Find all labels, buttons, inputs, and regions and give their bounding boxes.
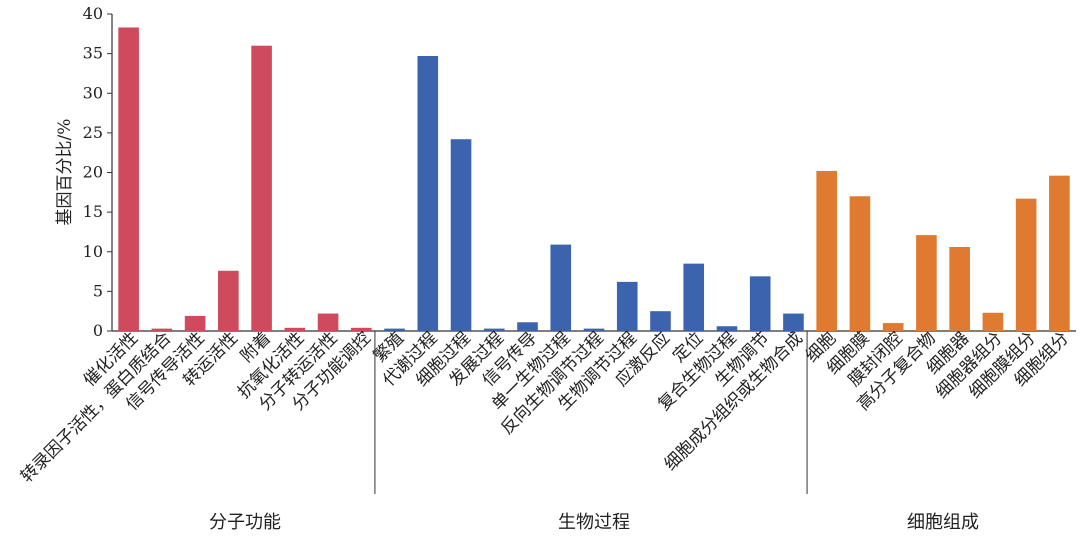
y-tick-label: 0 bbox=[93, 321, 103, 340]
bar bbox=[384, 328, 405, 331]
y-tick-label: 15 bbox=[83, 202, 103, 221]
y-axis-title: 基因百分比/% bbox=[55, 119, 75, 226]
category-labels: 催化活性转录因子活性，蛋白质结合信号传导活性转运活性附着抗氧化活性分子转运活性分… bbox=[17, 328, 1073, 533]
y-tick-label: 40 bbox=[83, 4, 103, 23]
bar bbox=[550, 244, 572, 331]
bar bbox=[816, 170, 837, 331]
bar bbox=[184, 315, 206, 331]
bar bbox=[517, 322, 538, 331]
bar bbox=[616, 281, 638, 331]
axes: 0 5 10 15 20 25 30 35 40 bbox=[83, 4, 1076, 494]
y-tick-label: 20 bbox=[83, 163, 103, 182]
bar bbox=[417, 56, 439, 331]
group-label: 细胞组成 bbox=[907, 512, 979, 533]
bar bbox=[450, 139, 472, 331]
x-tick-label: 转录因子活性，蛋白质结合 bbox=[17, 328, 175, 486]
bar bbox=[251, 45, 272, 331]
bar bbox=[351, 327, 372, 331]
bar bbox=[916, 235, 937, 331]
bar bbox=[683, 263, 705, 331]
bar bbox=[1049, 175, 1070, 331]
bar bbox=[583, 328, 605, 331]
y-tick-label: 25 bbox=[83, 123, 103, 142]
bar bbox=[118, 27, 139, 331]
bar bbox=[949, 246, 970, 331]
bar bbox=[1015, 198, 1037, 331]
bar bbox=[982, 312, 1004, 331]
bar bbox=[783, 313, 804, 331]
bar bbox=[151, 328, 173, 331]
bars bbox=[118, 27, 1070, 331]
bar bbox=[882, 323, 904, 331]
y-tick-label: 5 bbox=[93, 281, 103, 300]
bar bbox=[483, 328, 505, 331]
y-tick-label: 35 bbox=[83, 44, 103, 63]
bar bbox=[650, 311, 671, 331]
y-tick-label: 30 bbox=[83, 83, 103, 102]
group-label: 生物过程 bbox=[558, 512, 630, 533]
bar bbox=[749, 276, 771, 331]
group-label: 分子功能 bbox=[209, 512, 281, 533]
bar bbox=[317, 313, 339, 331]
bar bbox=[716, 326, 738, 331]
y-tick-label: 10 bbox=[83, 242, 103, 261]
bar bbox=[849, 196, 871, 331]
bar bbox=[284, 327, 306, 331]
bar bbox=[218, 270, 239, 331]
